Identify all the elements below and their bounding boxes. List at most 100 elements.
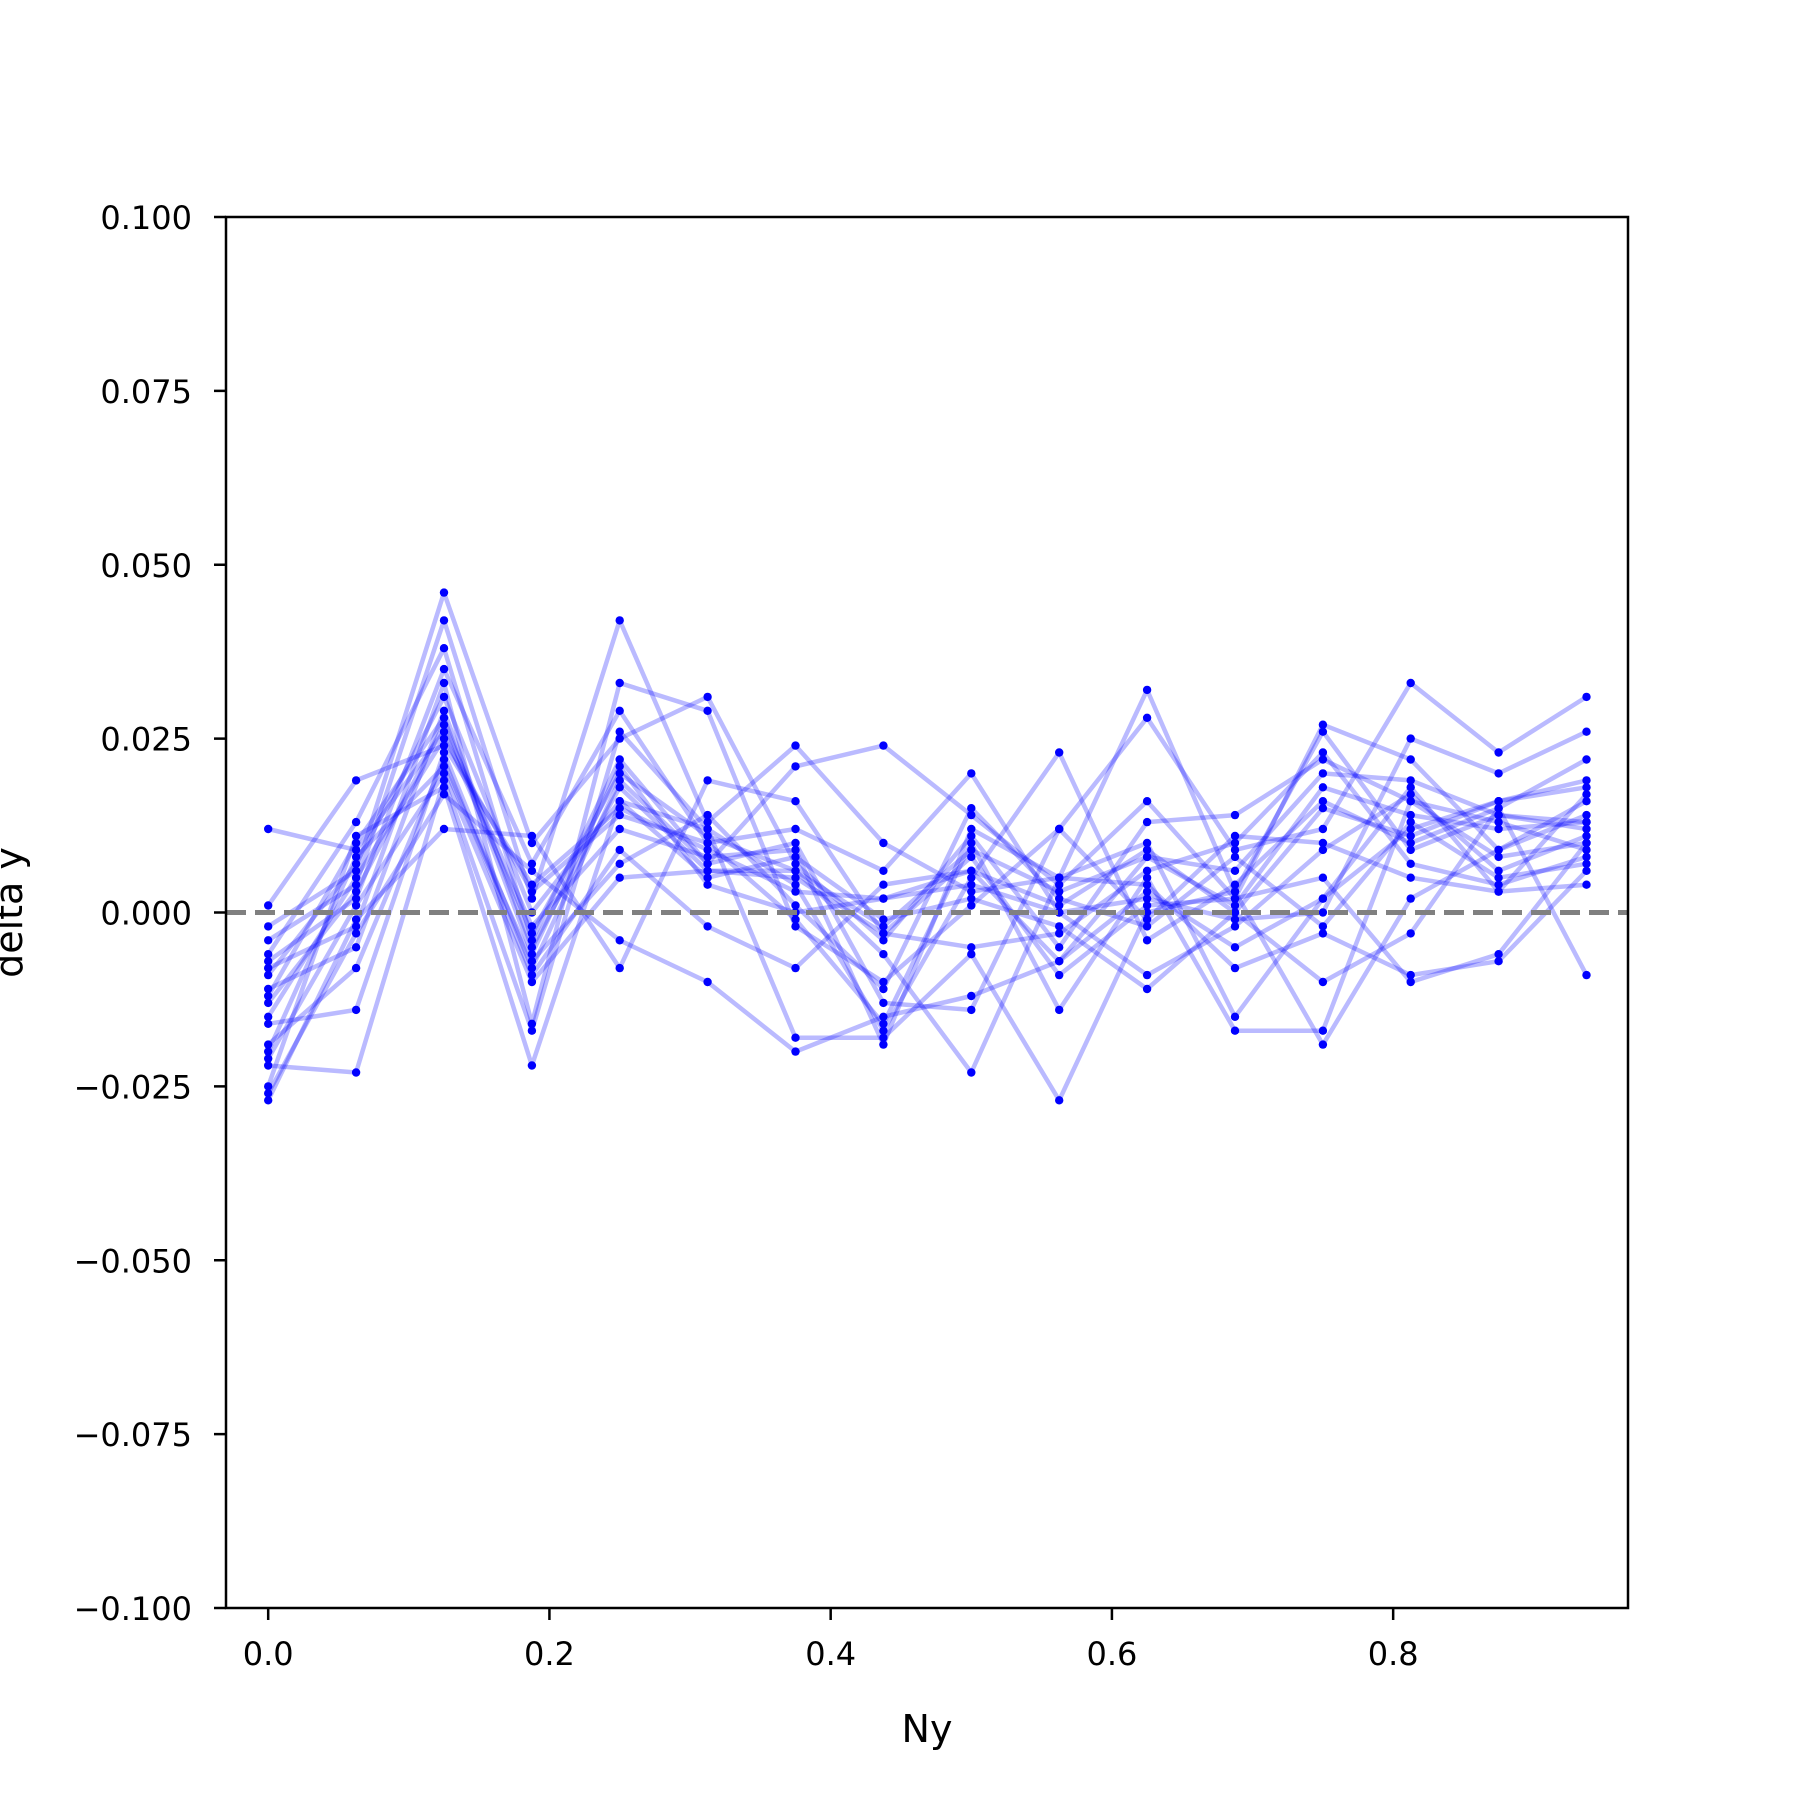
data-point xyxy=(1142,685,1152,695)
data-point xyxy=(527,887,537,896)
data-point xyxy=(1318,838,1328,848)
data-point xyxy=(351,776,361,785)
data-point xyxy=(527,929,537,938)
data-point xyxy=(1230,831,1240,841)
data-point xyxy=(879,880,888,889)
series-line-8 xyxy=(266,694,1588,1033)
data-point xyxy=(1318,845,1328,855)
series-line-4 xyxy=(266,618,1587,943)
data-point xyxy=(791,859,800,868)
x-tick-label: 0.2 xyxy=(524,1635,575,1673)
data-point xyxy=(1055,748,1064,757)
y-tick-label: 0.075 xyxy=(100,373,192,411)
series-line-3 xyxy=(266,590,1587,950)
data-point xyxy=(527,894,537,903)
data-point xyxy=(1142,915,1152,924)
data-point xyxy=(879,1012,888,1021)
x-tick-label: 0.4 xyxy=(805,1635,856,1673)
data-point xyxy=(1494,810,1503,820)
data-point xyxy=(1318,804,1328,813)
data-point xyxy=(527,936,537,945)
data-point xyxy=(1406,838,1415,848)
data-point xyxy=(879,894,888,903)
data-point xyxy=(703,817,712,827)
data-point xyxy=(527,838,537,848)
data-point xyxy=(1318,783,1328,792)
data-point xyxy=(615,755,624,764)
data-point xyxy=(1494,804,1503,813)
data-point xyxy=(1406,824,1415,834)
y-tick-label: 0.025 xyxy=(100,721,192,759)
data-point xyxy=(967,769,976,778)
series-line-10 xyxy=(266,715,1588,998)
data-point xyxy=(1055,887,1064,896)
data-point xyxy=(264,1096,273,1105)
data-point xyxy=(967,804,976,813)
data-point xyxy=(264,922,273,931)
y-axis-ticks: −0.100 −0.075 −0.050 −0.025 0.000 0.025 0.050 0… xyxy=(74,199,226,1628)
data-point xyxy=(1582,824,1591,834)
data-point xyxy=(1406,929,1415,938)
data-point xyxy=(1582,866,1591,875)
data-point xyxy=(1494,957,1503,966)
data-point xyxy=(879,936,888,945)
data-point xyxy=(527,1061,537,1070)
data-point xyxy=(1055,880,1064,889)
data-point xyxy=(264,991,273,1001)
data-point xyxy=(264,1082,273,1091)
data-point xyxy=(615,963,624,973)
x-axis-ticks: 0.0 0.2 0.4 0.6 0.8 xyxy=(243,1608,1419,1673)
data-point xyxy=(1318,977,1328,987)
data-point xyxy=(439,678,449,688)
data-point xyxy=(351,831,361,841)
data-point xyxy=(967,880,976,889)
data-point xyxy=(1582,790,1591,799)
data-point xyxy=(615,616,624,625)
data-point xyxy=(264,1019,273,1028)
data-point xyxy=(791,1033,800,1042)
data-point xyxy=(615,762,624,771)
data-point xyxy=(703,845,712,855)
data-point xyxy=(615,776,624,785)
data-point xyxy=(264,950,273,959)
data-point xyxy=(351,845,361,855)
data-point xyxy=(527,1026,537,1035)
data-point xyxy=(1230,852,1240,862)
data-point xyxy=(1494,880,1503,889)
data-point xyxy=(791,880,800,889)
data-point xyxy=(1055,929,1064,938)
data-point xyxy=(967,1005,976,1015)
data-point xyxy=(1582,859,1591,868)
data-point xyxy=(703,852,712,862)
data-point xyxy=(791,852,800,862)
data-point xyxy=(351,838,361,848)
data-point xyxy=(439,755,449,764)
data-point xyxy=(879,977,888,987)
data-point xyxy=(351,963,361,973)
data-point xyxy=(791,838,800,848)
data-point xyxy=(1318,727,1328,736)
data-point xyxy=(351,859,361,868)
data-point xyxy=(1406,790,1415,799)
data-point xyxy=(264,963,273,973)
data-point xyxy=(1406,755,1415,764)
data-point xyxy=(264,1012,273,1021)
series-line-13 xyxy=(267,750,1589,1027)
data-point xyxy=(615,859,624,868)
data-point xyxy=(791,873,800,882)
data-point xyxy=(527,922,537,931)
data-point xyxy=(1142,984,1152,994)
data-point xyxy=(967,894,976,903)
data-point xyxy=(967,901,976,910)
data-point xyxy=(264,1047,273,1056)
data-point xyxy=(1055,922,1064,931)
y-tick-label: −0.050 xyxy=(74,1242,192,1280)
data-point xyxy=(1318,894,1328,903)
data-point xyxy=(264,936,273,945)
data-point xyxy=(1055,957,1064,966)
data-point xyxy=(1142,845,1152,855)
data-point xyxy=(791,845,800,855)
data-point xyxy=(791,797,800,806)
data-point xyxy=(351,1068,361,1077)
data-point xyxy=(1494,824,1503,834)
